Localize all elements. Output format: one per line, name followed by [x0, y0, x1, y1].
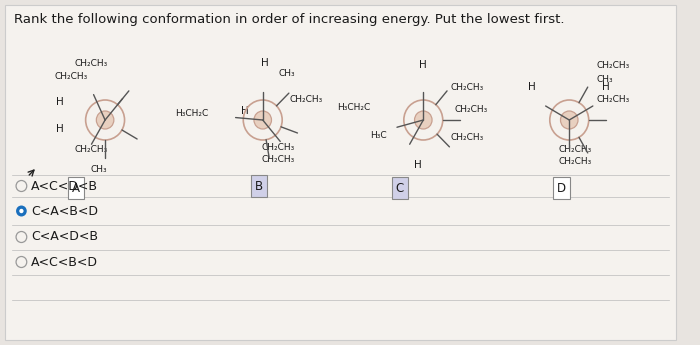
Text: H: H — [57, 124, 64, 134]
Circle shape — [20, 209, 24, 213]
Text: H: H — [241, 106, 249, 116]
Text: H₃CH₂C: H₃CH₂C — [337, 103, 371, 112]
Text: CH₂CH₃: CH₂CH₃ — [559, 157, 592, 166]
Text: CH₃: CH₃ — [279, 69, 295, 78]
Text: H: H — [414, 160, 421, 170]
Text: CH₂CH₃: CH₂CH₃ — [290, 95, 323, 104]
Text: A: A — [72, 181, 80, 195]
Text: A<C<B<D: A<C<B<D — [31, 256, 98, 268]
Circle shape — [561, 111, 578, 129]
Text: CH₂CH₃: CH₂CH₃ — [262, 155, 295, 164]
Circle shape — [414, 111, 432, 129]
Circle shape — [97, 111, 114, 129]
Text: H: H — [528, 82, 536, 92]
FancyBboxPatch shape — [5, 5, 676, 340]
Circle shape — [16, 206, 27, 217]
Circle shape — [254, 111, 272, 129]
Text: H₃CH₂C: H₃CH₂C — [175, 109, 208, 118]
Text: C: C — [395, 181, 404, 195]
Text: H: H — [602, 82, 610, 92]
Text: CH₂CH₃: CH₂CH₃ — [451, 133, 484, 142]
Text: D: D — [557, 181, 566, 195]
Text: CH₂CH₃: CH₂CH₃ — [55, 72, 88, 81]
Text: CH₂CH₃: CH₂CH₃ — [451, 83, 484, 92]
Text: H: H — [57, 97, 64, 107]
Text: C<A<B<D: C<A<B<D — [31, 205, 98, 217]
Text: CH₂CH₃: CH₂CH₃ — [596, 95, 630, 104]
Text: Rank the following conformation in order of increasing energy. Put the lowest fi: Rank the following conformation in order… — [13, 13, 564, 26]
Text: CH₂CH₃: CH₂CH₃ — [262, 143, 295, 152]
Text: H₃C: H₃C — [370, 131, 386, 140]
Text: B: B — [255, 179, 263, 193]
Text: C<A<D<B: C<A<D<B — [31, 230, 98, 244]
Text: CH₃: CH₃ — [91, 165, 108, 174]
Text: CH₂CH₃: CH₂CH₃ — [75, 145, 108, 154]
Text: H: H — [419, 60, 427, 70]
Text: A<C<D<B: A<C<D<B — [31, 179, 98, 193]
Text: CH₂CH₃: CH₂CH₃ — [454, 105, 488, 114]
Text: CH₂CH₃: CH₂CH₃ — [559, 145, 592, 154]
Text: CH₃: CH₃ — [596, 75, 613, 84]
Text: CH₂CH₃: CH₂CH₃ — [75, 59, 108, 68]
Text: H: H — [261, 58, 269, 68]
Text: CH₂CH₃: CH₂CH₃ — [596, 61, 630, 70]
